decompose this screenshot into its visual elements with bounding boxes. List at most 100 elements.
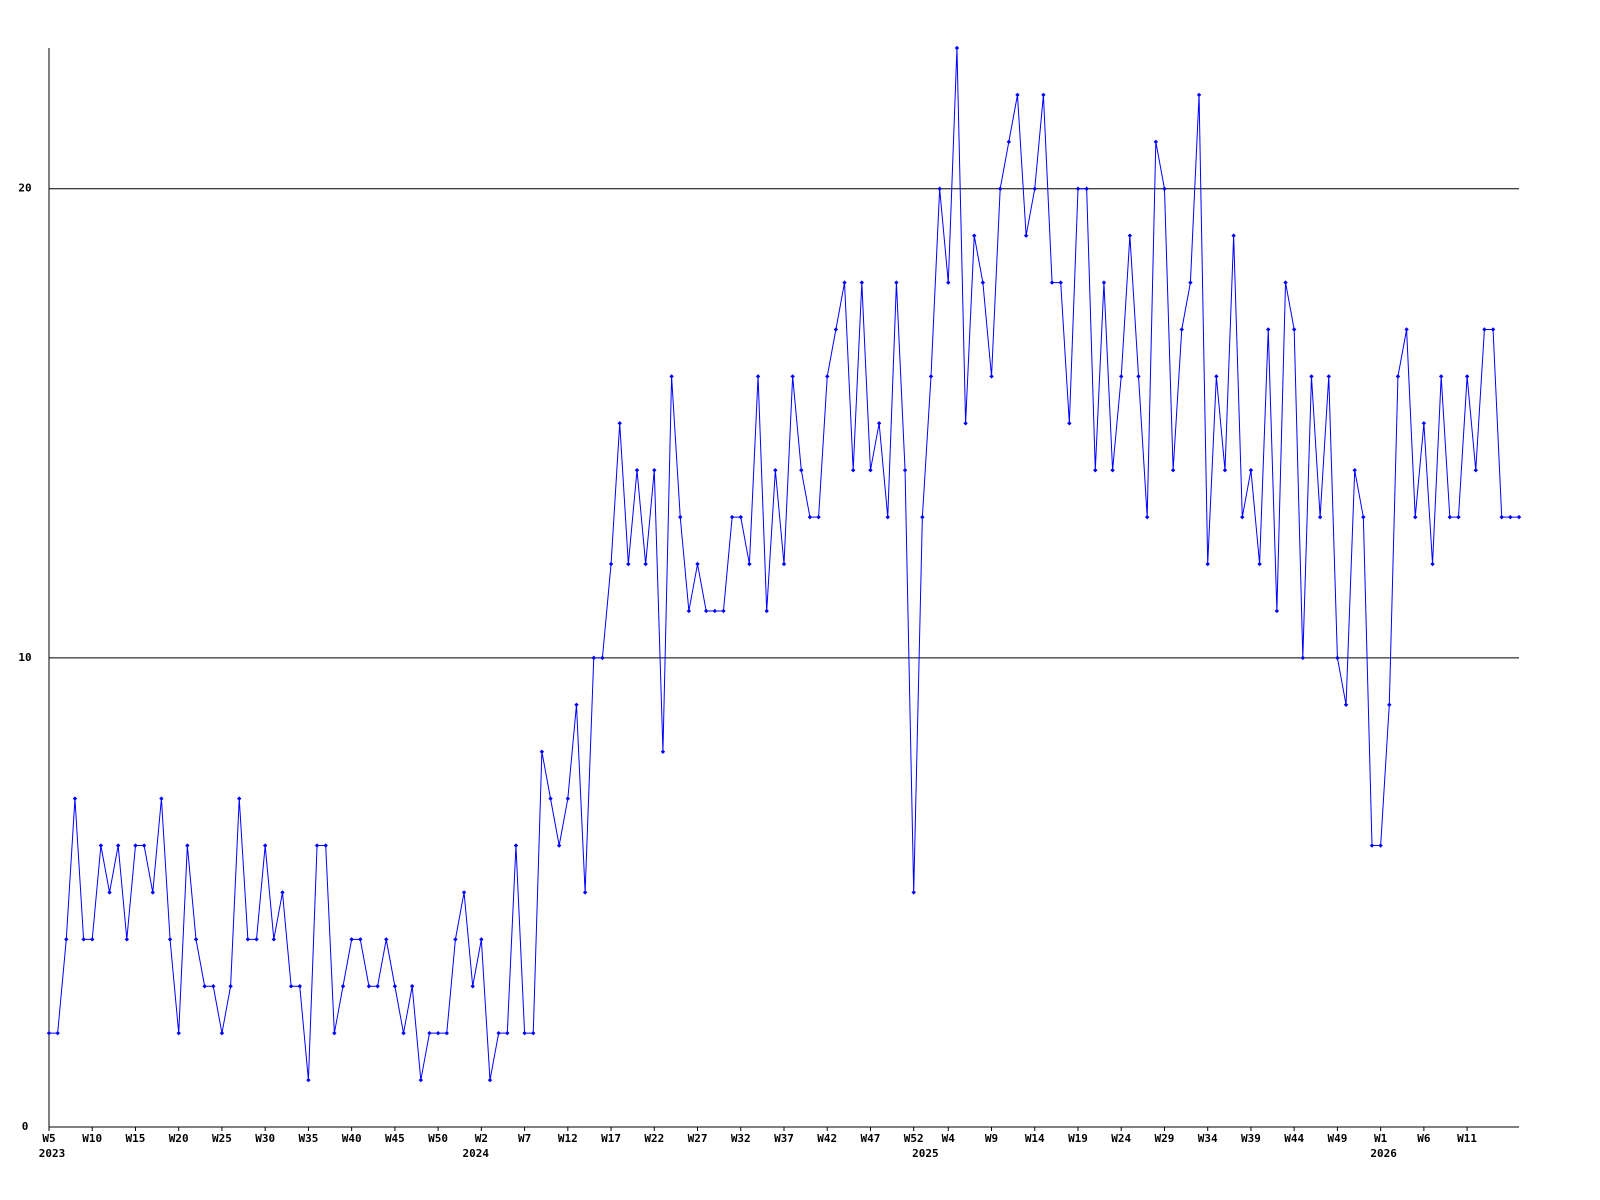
point bbox=[1119, 374, 1124, 379]
point bbox=[401, 1030, 406, 1036]
point bbox=[176, 1030, 181, 1036]
point bbox=[1162, 186, 1167, 191]
point bbox=[1274, 608, 1280, 614]
point bbox=[1127, 233, 1133, 238]
point bbox=[859, 280, 865, 285]
x-tick-label: W45 bbox=[385, 1132, 405, 1145]
x-tick-label: W19 bbox=[1068, 1132, 1088, 1145]
x-tick-label: W9 bbox=[985, 1132, 998, 1145]
x-tick-label: W39 bbox=[1241, 1132, 1261, 1145]
point bbox=[972, 233, 977, 238]
point bbox=[1473, 468, 1478, 473]
point bbox=[435, 1030, 441, 1036]
point bbox=[1032, 186, 1037, 191]
x-tick-label: W11 bbox=[1457, 1132, 1477, 1145]
point bbox=[703, 608, 709, 614]
x-tick-label: W5 bbox=[42, 1132, 55, 1145]
point bbox=[626, 561, 631, 567]
x-year-label: 2026 bbox=[1370, 1147, 1397, 1160]
point bbox=[954, 45, 960, 51]
point bbox=[1179, 327, 1184, 332]
point bbox=[1378, 843, 1383, 848]
x-tick-label: W40 bbox=[342, 1132, 362, 1145]
point bbox=[1404, 327, 1409, 332]
point bbox=[306, 1077, 311, 1083]
point bbox=[799, 468, 804, 473]
point bbox=[1231, 233, 1236, 238]
point bbox=[531, 1030, 536, 1036]
y-tick-label: 20 bbox=[18, 182, 31, 195]
x-tick-label: W2 bbox=[475, 1132, 488, 1145]
point bbox=[72, 796, 78, 801]
point bbox=[262, 843, 268, 848]
x-tick-label: W52 bbox=[904, 1132, 924, 1145]
point bbox=[963, 421, 968, 426]
point bbox=[582, 890, 588, 895]
point bbox=[202, 984, 207, 989]
point bbox=[600, 655, 605, 661]
point bbox=[479, 937, 484, 942]
point bbox=[539, 749, 545, 754]
x-tick-label: W50 bbox=[428, 1132, 448, 1145]
x-tick-label: W24 bbox=[1111, 1132, 1131, 1145]
x-year-label: 2025 bbox=[912, 1147, 939, 1160]
point bbox=[55, 1030, 60, 1036]
y-tick-label: 0 bbox=[22, 1120, 29, 1133]
point bbox=[989, 374, 994, 379]
point bbox=[1335, 655, 1340, 661]
point bbox=[773, 468, 778, 473]
point bbox=[1508, 514, 1513, 520]
point bbox=[332, 1030, 337, 1036]
point bbox=[946, 280, 951, 285]
point bbox=[1482, 327, 1487, 332]
point bbox=[825, 374, 830, 379]
point bbox=[245, 937, 251, 942]
point bbox=[1093, 468, 1098, 473]
point bbox=[660, 749, 666, 754]
point bbox=[695, 561, 700, 567]
point bbox=[81, 937, 86, 942]
point bbox=[1023, 233, 1029, 238]
point bbox=[392, 984, 398, 989]
point bbox=[920, 514, 925, 520]
x-tick-label: W14 bbox=[1025, 1132, 1045, 1145]
point bbox=[1248, 468, 1254, 473]
x-tick-label: W44 bbox=[1284, 1132, 1304, 1145]
x-tick-label: W15 bbox=[126, 1132, 146, 1145]
point bbox=[1456, 514, 1461, 520]
point bbox=[1058, 280, 1063, 285]
point bbox=[314, 843, 320, 848]
point bbox=[453, 937, 458, 942]
point bbox=[159, 796, 164, 801]
point bbox=[522, 1030, 527, 1036]
point bbox=[850, 468, 856, 473]
point bbox=[1049, 280, 1055, 285]
x-tick-label: W29 bbox=[1155, 1132, 1175, 1145]
point bbox=[911, 890, 916, 895]
x-tick-label: W42 bbox=[817, 1132, 837, 1145]
point bbox=[1153, 139, 1159, 145]
point bbox=[1196, 92, 1202, 98]
point bbox=[790, 374, 795, 379]
point bbox=[358, 937, 363, 942]
x-tick-label: W10 bbox=[82, 1132, 102, 1145]
x-tick-label: W49 bbox=[1327, 1132, 1347, 1145]
point bbox=[591, 655, 596, 661]
point bbox=[1343, 702, 1349, 707]
point bbox=[755, 374, 761, 379]
point bbox=[902, 468, 908, 473]
point bbox=[90, 937, 95, 942]
point bbox=[1015, 92, 1020, 98]
x-tick-label: W6 bbox=[1417, 1132, 1431, 1145]
point bbox=[1438, 374, 1444, 379]
point bbox=[634, 468, 640, 473]
point bbox=[1214, 374, 1219, 379]
point bbox=[556, 843, 562, 848]
point bbox=[1387, 702, 1392, 707]
point bbox=[617, 421, 622, 426]
point bbox=[211, 984, 216, 989]
point bbox=[461, 890, 467, 895]
point bbox=[1369, 843, 1375, 848]
point bbox=[271, 937, 277, 942]
